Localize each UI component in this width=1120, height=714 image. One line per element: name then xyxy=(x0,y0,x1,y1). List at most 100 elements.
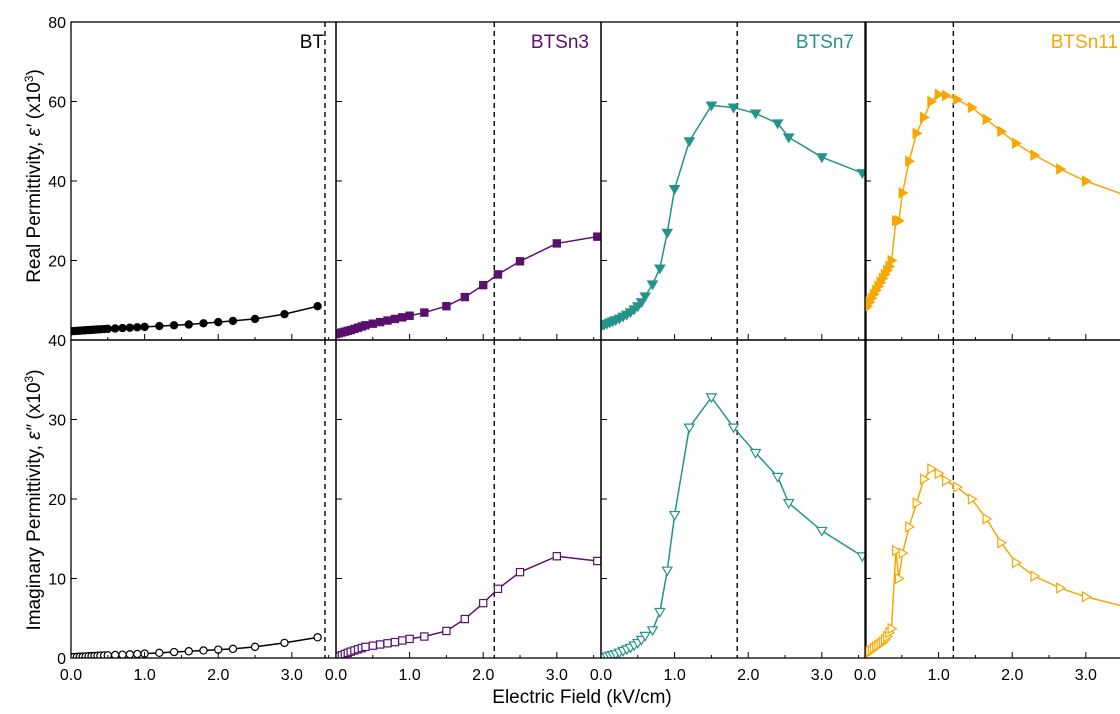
btsn7-imaginary-point xyxy=(683,423,696,434)
bt-real-point xyxy=(313,302,322,311)
btsn11-real-point xyxy=(887,254,898,267)
x-tick-label-bt: 3.0 xyxy=(281,667,303,684)
btsn11-imaginary-plot-area xyxy=(865,340,1120,658)
bt-imaginary-point xyxy=(118,650,127,658)
btsn11-imaginary-point xyxy=(1081,590,1092,603)
btsn3-imaginary-point xyxy=(420,632,429,641)
btsn7-real-point xyxy=(668,184,681,195)
bt-real-point xyxy=(103,324,113,334)
y-axis-label-imaginary-close: ) xyxy=(24,369,45,375)
btsn7-real-point xyxy=(815,153,828,164)
panels-layer: BT BTSn3 BTSn7 BTSn11 xyxy=(70,21,1120,659)
btsn11-real-point xyxy=(898,187,909,199)
btsn11-imaginary-point xyxy=(891,544,902,557)
btsn11-imaginary-point xyxy=(997,536,1008,549)
btsn3-real-series-line xyxy=(336,235,598,335)
x-tick-label-btsn11: 3.0 xyxy=(1075,667,1097,684)
btsn11-imaginary-point xyxy=(898,547,909,559)
y-tick-label-imaginary: 10 xyxy=(48,572,66,589)
btsn3-real-point xyxy=(405,311,414,320)
btsn7-real-frame xyxy=(600,21,867,341)
btsn7-real-point xyxy=(654,264,666,275)
btsn7-imaginary-frame xyxy=(600,339,867,659)
bt-real-point xyxy=(250,314,260,324)
btsn11-real-point xyxy=(1056,163,1067,175)
bt-real-point xyxy=(169,321,179,330)
btsn11-imaginary-point xyxy=(919,473,930,485)
y-tick-label-imaginary: 40 xyxy=(48,333,66,350)
btsn11-imaginary-point xyxy=(1030,570,1041,582)
btsn3-real-point xyxy=(493,270,503,279)
btsn11-imaginary-point xyxy=(953,481,963,493)
btsn3-imaginary-point xyxy=(493,584,503,594)
btsn3-imaginary-frame xyxy=(335,339,602,659)
bt-real-point xyxy=(133,323,142,332)
btsn3-imaginary-point xyxy=(368,641,378,650)
btsn3-real-point xyxy=(398,313,407,322)
x-tick-label-btsn11: 1.0 xyxy=(927,667,949,684)
y-axis-label-real-exponent: 3 xyxy=(22,75,36,82)
y-tick-label-imaginary: 20 xyxy=(48,492,66,509)
btsn11-real-point xyxy=(942,89,952,102)
btsn3-imaginary-point xyxy=(375,640,385,649)
bt-real-point xyxy=(118,323,127,333)
panel-btsn7: BTSn7 xyxy=(600,21,867,659)
y-tick-label-real: 60 xyxy=(48,95,66,112)
bt-real-point xyxy=(214,317,223,327)
y-axis-label-imaginary-exponent: 3 xyxy=(22,375,36,382)
btsn11-real-point xyxy=(982,113,993,126)
btsn7-real-point xyxy=(635,298,648,309)
btsn7-imaginary-point xyxy=(654,607,666,618)
btsn7-real-point xyxy=(683,137,696,148)
bt-real-frame xyxy=(70,21,337,341)
btsn11-imaginary-point xyxy=(894,572,905,585)
btsn3-real-frame xyxy=(335,21,602,341)
btsn3-imaginary-point xyxy=(398,636,407,645)
btsn3-imaginary-point xyxy=(479,598,488,608)
x-tick-label-btsn3: 1.0 xyxy=(398,667,420,684)
panel-label-bt: BT xyxy=(300,32,325,53)
btsn7-real-point xyxy=(646,280,659,291)
btsn7-imaginary-point xyxy=(815,526,828,537)
btsn11-imaginary-point xyxy=(1011,556,1022,569)
btsn3-real-point xyxy=(593,232,601,241)
y-axis-label-real: Real Permittivity, ε′ (x103) xyxy=(22,69,45,283)
y-axis-label-imaginary-symbol: ε″ xyxy=(24,423,45,439)
btsn7-imaginary-point xyxy=(771,472,784,483)
panel-label-btsn3: BTSn3 xyxy=(531,32,589,53)
btsn3-imaginary-plot-area xyxy=(336,340,601,658)
x-tick-label-btsn3: 3.0 xyxy=(546,667,568,684)
btsn3-imaginary-point xyxy=(383,639,392,648)
btsn11-imaginary-point xyxy=(912,497,923,509)
btsn11-imaginary-series-line xyxy=(865,467,1120,656)
btsn3-imaginary-point xyxy=(515,567,525,577)
btsn7-real-point xyxy=(782,133,795,144)
btsn3-real-point xyxy=(479,280,488,290)
bt-imaginary-point xyxy=(133,649,142,658)
btsn11-real-frame xyxy=(864,21,1120,341)
bt-imaginary-point xyxy=(199,646,208,655)
btsn7-imaginary-point xyxy=(668,510,681,521)
bt-real-point xyxy=(184,320,193,329)
x-tick-label-btsn7: 1.0 xyxy=(663,667,685,684)
btsn3-real-point xyxy=(442,302,451,311)
btsn11-real-point xyxy=(1011,137,1022,150)
btsn7-real-plot-area xyxy=(601,22,866,340)
btsn11-imaginary-point xyxy=(905,520,916,533)
btsn11-real-plot-area xyxy=(865,22,1120,340)
btsn11-imaginary-point xyxy=(887,622,898,635)
btsn7-imaginary-plot-area xyxy=(601,340,866,658)
btsn11-real-point xyxy=(953,93,963,106)
y-axis-label-real-prefix: Real Permittivity, xyxy=(24,136,45,282)
btsn11-real-point xyxy=(919,111,930,124)
bt-imaginary-point xyxy=(228,644,238,654)
btsn7-real-point xyxy=(705,101,718,112)
panel-label-btsn11: BTSn11 xyxy=(1051,32,1118,53)
btsn11-real-point xyxy=(934,88,945,101)
btsn11-imaginary-point xyxy=(934,467,945,480)
btsn7-imaginary-point xyxy=(661,566,674,577)
btsn3-imaginary-point xyxy=(390,637,400,647)
btsn7-imaginary-point xyxy=(749,448,762,459)
x-tick-label-btsn11: 2.0 xyxy=(1001,667,1023,684)
